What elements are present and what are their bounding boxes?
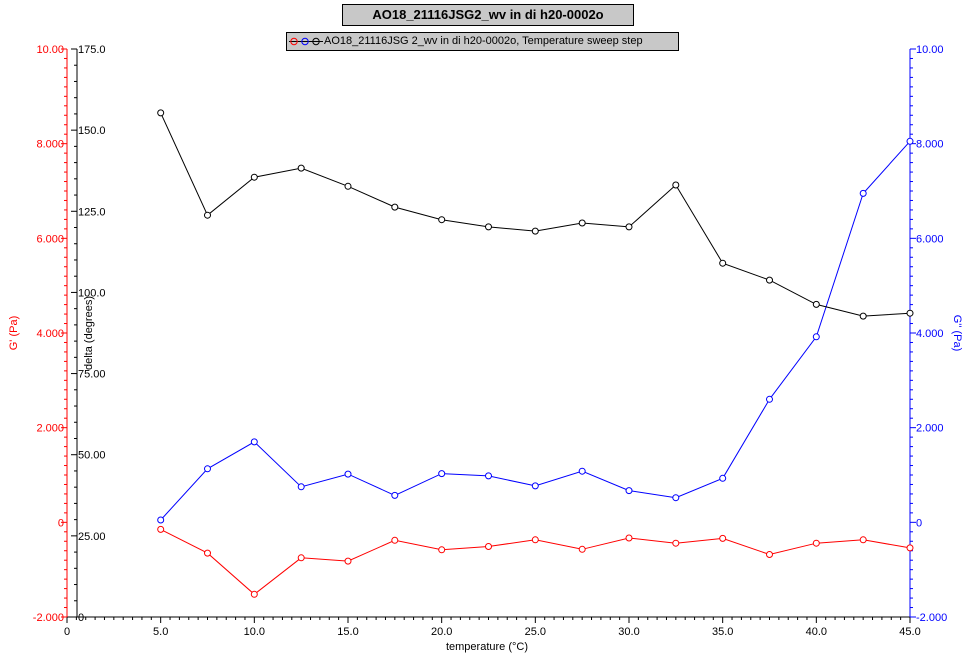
delta-tick-label: 50.00 [78, 450, 106, 462]
data-point [625, 223, 633, 231]
legend-markers [289, 37, 323, 46]
data-point [344, 182, 352, 190]
data-point [438, 216, 446, 224]
data-point [906, 309, 914, 317]
data-point [391, 203, 399, 211]
data-point [344, 557, 352, 565]
data-point [531, 227, 539, 235]
series-line [160, 112, 911, 317]
left-tick-label: 0 [58, 517, 64, 529]
x-tick-label: 10.0 [244, 626, 265, 638]
left-tick-label: 8.000 [36, 139, 64, 151]
data-point [578, 545, 586, 553]
left-tick-label: 4.000 [36, 328, 64, 340]
data-point [157, 516, 165, 524]
data-point [859, 536, 867, 544]
right-tick-label: 8.000 [916, 139, 944, 151]
delta-tick-label: 75.00 [78, 369, 106, 381]
chart-title: AO18_21116JSG2_wv in di h20-0002o [342, 4, 634, 26]
x-tick-label: 40.0 [806, 626, 827, 638]
data-point [578, 467, 586, 475]
data-point [625, 534, 633, 542]
data-point [391, 536, 399, 544]
data-point [297, 483, 305, 491]
data-point [812, 539, 820, 547]
data-point [859, 189, 867, 197]
data-point [157, 109, 165, 117]
data-point [438, 470, 446, 478]
data-point [485, 472, 492, 480]
data-point [485, 543, 492, 550]
left-tick-label: 10.00 [36, 44, 64, 56]
x-tick-label: 35.0 [712, 626, 733, 638]
data-point [531, 536, 539, 544]
delta-tick-label: 150.0 [78, 125, 106, 137]
data-point [766, 395, 773, 403]
data-point [250, 438, 258, 446]
ticks-group: 0 5.0 10.0 15.0 20.0 25.0 30.0 35.0 40.0 45.0 -2.0… [33, 44, 947, 638]
data-point [672, 181, 680, 189]
series-line [160, 140, 911, 521]
data-point [906, 544, 914, 552]
x-tick-label: 20.0 [431, 626, 452, 638]
right-axis-label: G'' (Pa) [951, 315, 963, 352]
data-point [391, 491, 399, 499]
data-point [719, 259, 727, 267]
series-points [157, 109, 914, 598]
right-tick-label: 10.00 [916, 44, 944, 56]
data-point [485, 223, 492, 231]
legend: AO18_21116JSG 2_wv in di h20-0002o, Temp… [286, 32, 679, 51]
left-axis-label: G' (Pa) [8, 316, 20, 351]
data-point [812, 300, 820, 308]
delta-tick-label: 0 [78, 612, 84, 624]
left-tick-label: 2.000 [36, 423, 64, 435]
delta-tick-label: 125.0 [78, 206, 106, 218]
delta-tick-label: 175.0 [78, 44, 106, 56]
x-tick-label: 45.0 [899, 626, 920, 638]
legend-label: AO18_21116JSG 2_wv in di h20-0002o, Temp… [324, 35, 643, 47]
data-point [157, 525, 165, 533]
x-tick-label: 30.0 [618, 626, 639, 638]
data-point [531, 482, 539, 490]
data-point [204, 211, 211, 219]
x-axis-label: temperature (°C) [446, 641, 528, 653]
data-point [812, 333, 820, 341]
data-point [625, 487, 633, 495]
x-tick-label: 25.0 [525, 626, 546, 638]
data-point [859, 312, 867, 320]
data-point [204, 465, 211, 473]
data-point [766, 276, 773, 284]
data-point [719, 474, 727, 482]
data-point [438, 546, 446, 554]
right-tick-label: 6.000 [916, 233, 944, 245]
data-point [578, 219, 586, 227]
x-tick-label: 5.0 [153, 626, 168, 638]
series-lines [160, 112, 911, 595]
data-point [344, 470, 352, 478]
data-point [250, 173, 258, 181]
axes-group [66, 49, 911, 618]
delta-tick-label: 100.0 [78, 287, 106, 299]
delta-axis-label: delta (degrees) [83, 296, 95, 370]
data-point [297, 554, 305, 562]
data-point [250, 590, 258, 598]
left-tick-label: 6.000 [36, 233, 64, 245]
right-tick-label: 0 [916, 517, 922, 529]
data-point [719, 534, 727, 542]
data-point [766, 551, 773, 558]
right-tick-label: -2.000 [916, 612, 947, 624]
right-tick-label: 4.000 [916, 328, 944, 340]
data-point [672, 494, 680, 502]
right-tick-label: 2.000 [916, 423, 944, 435]
x-tick-label: 15.0 [337, 626, 358, 638]
data-point [204, 549, 211, 557]
left-tick-label: -2.000 [33, 612, 64, 624]
delta-tick-label: 25.00 [78, 531, 106, 543]
data-point [672, 539, 680, 547]
x-tick-label: 0 [64, 626, 70, 638]
data-point [906, 137, 914, 145]
data-point [297, 164, 305, 172]
